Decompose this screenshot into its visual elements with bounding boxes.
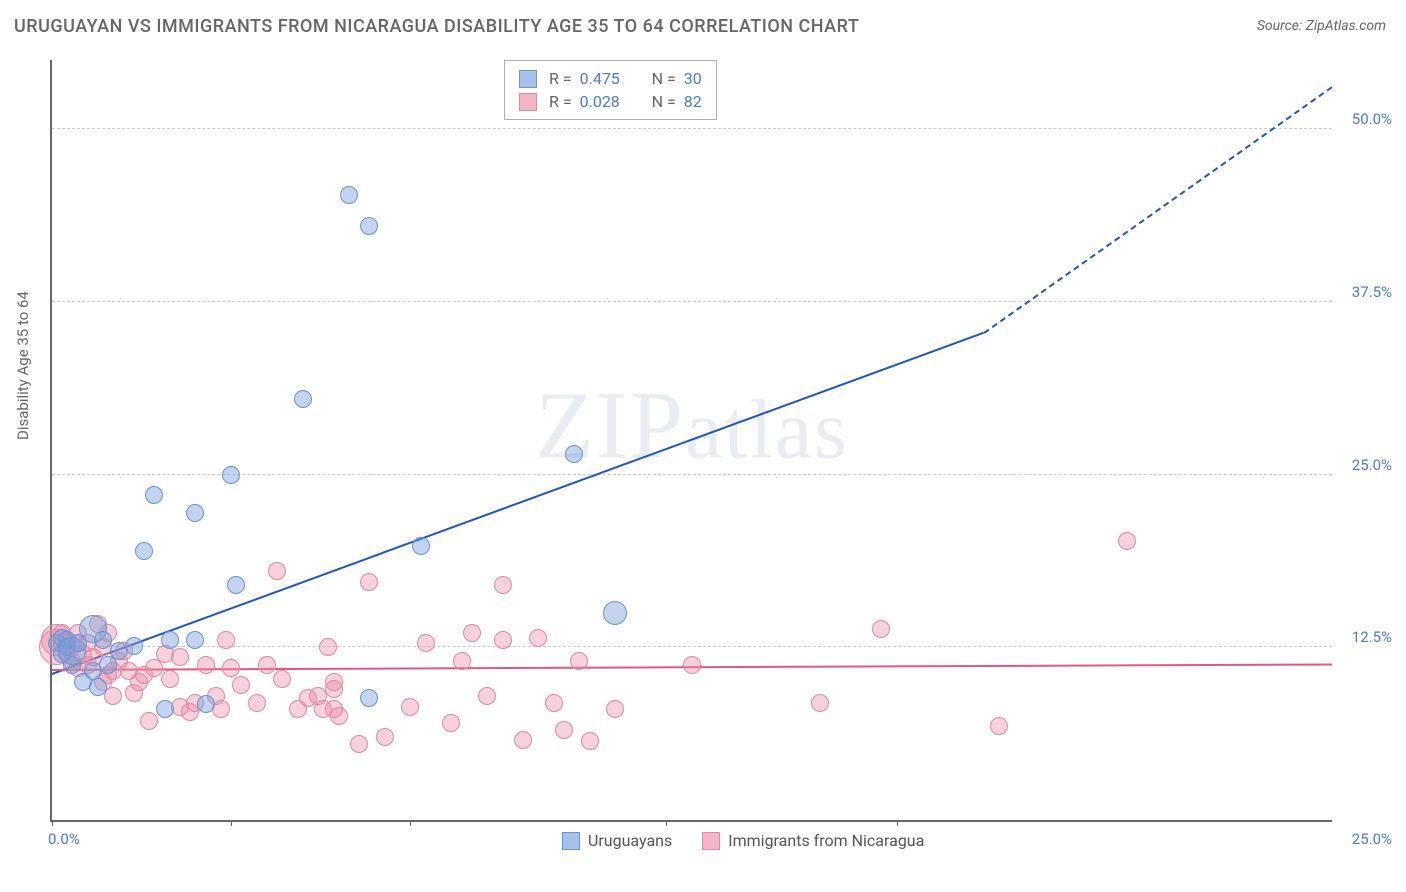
legend-item-uruguayans: Uruguayans: [562, 831, 672, 850]
data-point-nicaragua: [494, 576, 512, 594]
data-point-nicaragua: [453, 652, 471, 670]
data-point-uruguayans: [135, 542, 153, 560]
data-point-nicaragua: [1118, 532, 1136, 550]
data-point-nicaragua: [376, 728, 394, 746]
data-point-nicaragua: [212, 700, 230, 718]
data-point-nicaragua: [161, 670, 179, 688]
x-origin-label: 0.0%: [48, 830, 80, 848]
data-point-nicaragua: [330, 707, 348, 725]
data-point-nicaragua: [197, 656, 215, 674]
stats-row-nicaragua: R = 0.028 N = 82: [519, 90, 702, 113]
r-label: R =: [549, 92, 572, 111]
y-tick-label: 50.0%: [1352, 110, 1392, 128]
x-tick: [231, 820, 232, 826]
scatter-chart: ZIPatlas R = 0.475 N = 30 R = 0.028 N = …: [50, 60, 1332, 822]
data-point-nicaragua: [140, 712, 158, 730]
swatch-nicaragua-legend: [702, 832, 720, 850]
n-label: N =: [652, 92, 676, 111]
r-value-uruguayans: 0.475: [580, 69, 630, 88]
x-tick: [666, 820, 667, 826]
data-point-nicaragua: [273, 670, 291, 688]
legend: Uruguayans Immigrants from Nicaragua: [562, 831, 924, 850]
data-point-uruguayans: [294, 390, 312, 408]
data-point-uruguayans: [186, 631, 204, 649]
data-point-nicaragua: [401, 698, 419, 716]
data-point-nicaragua: [248, 694, 266, 712]
chart-title: URUGUAYAN VS IMMIGRANTS FROM NICARAGUA D…: [14, 16, 859, 37]
data-point-nicaragua: [494, 631, 512, 649]
data-point-uruguayans: [186, 504, 204, 522]
correlation-stats-box: R = 0.475 N = 30 R = 0.028 N = 82: [504, 60, 717, 120]
data-point-uruguayans: [360, 689, 378, 707]
data-point-uruguayans: [565, 445, 583, 463]
n-value-nicaragua: 82: [684, 92, 702, 111]
data-point-nicaragua: [232, 676, 250, 694]
data-point-nicaragua: [217, 631, 235, 649]
r-label: R =: [549, 69, 572, 88]
x-tick: [897, 820, 898, 826]
data-point-nicaragua: [463, 624, 481, 642]
data-point-nicaragua: [683, 656, 701, 674]
gridline: [52, 128, 1332, 129]
data-point-nicaragua: [258, 656, 276, 674]
data-point-nicaragua: [268, 562, 286, 580]
legend-label-nicaragua: Immigrants from Nicaragua: [728, 831, 924, 850]
data-point-uruguayans: [197, 695, 215, 713]
data-point-uruguayans: [340, 186, 358, 204]
swatch-nicaragua: [519, 93, 537, 111]
data-point-uruguayans: [89, 678, 107, 696]
x-tick: [52, 820, 53, 826]
data-point-nicaragua: [478, 687, 496, 705]
legend-item-nicaragua: Immigrants from Nicaragua: [702, 831, 924, 850]
data-point-nicaragua: [545, 694, 563, 712]
data-point-uruguayans: [222, 466, 240, 484]
data-point-uruguayans: [125, 637, 143, 655]
data-point-uruguayans: [360, 217, 378, 235]
y-tick-label: 37.5%: [1352, 283, 1392, 301]
y-axis-label: Disability Age 35 to 64: [14, 291, 32, 440]
legend-label-uruguayans: Uruguayans: [588, 831, 672, 850]
data-point-nicaragua: [222, 659, 240, 677]
data-point-uruguayans: [412, 537, 430, 555]
y-tick-label: 25.0%: [1352, 456, 1392, 474]
source-attribution: Source: ZipAtlas.com: [1257, 18, 1386, 34]
data-point-nicaragua: [442, 714, 460, 732]
data-point-uruguayans: [156, 700, 174, 718]
x-tick: [410, 820, 411, 826]
data-point-nicaragua: [360, 573, 378, 591]
gridline: [52, 301, 1332, 302]
gridline: [52, 474, 1332, 475]
data-point-nicaragua: [325, 673, 343, 691]
n-value-uruguayans: 30: [684, 69, 702, 88]
watermark: ZIPatlas: [535, 369, 849, 480]
data-point-nicaragua: [417, 634, 435, 652]
data-point-nicaragua: [319, 638, 337, 656]
data-point-nicaragua: [171, 648, 189, 666]
data-point-nicaragua: [555, 721, 573, 739]
data-point-nicaragua: [872, 620, 890, 638]
data-point-nicaragua: [529, 629, 547, 647]
gridline: [52, 646, 1332, 647]
r-value-nicaragua: 0.028: [580, 92, 630, 111]
data-point-uruguayans: [603, 601, 627, 625]
data-point-uruguayans: [145, 486, 163, 504]
data-point-uruguayans: [227, 576, 245, 594]
data-point-nicaragua: [811, 694, 829, 712]
swatch-uruguayans: [519, 70, 537, 88]
data-point-nicaragua: [990, 717, 1008, 735]
data-point-nicaragua: [570, 652, 588, 670]
data-point-nicaragua: [350, 735, 368, 753]
data-point-nicaragua: [581, 732, 599, 750]
trend-line-dash: [983, 86, 1332, 334]
data-point-nicaragua: [514, 731, 532, 749]
data-point-nicaragua: [104, 687, 122, 705]
trend-line: [52, 332, 985, 675]
data-point-nicaragua: [606, 700, 624, 718]
stats-row-uruguayans: R = 0.475 N = 30: [519, 67, 702, 90]
data-point-uruguayans: [161, 631, 179, 649]
n-label: N =: [652, 69, 676, 88]
swatch-uruguayans-legend: [562, 832, 580, 850]
x-max-label: 25.0%: [1352, 830, 1392, 848]
y-tick-label: 12.5%: [1352, 628, 1392, 646]
